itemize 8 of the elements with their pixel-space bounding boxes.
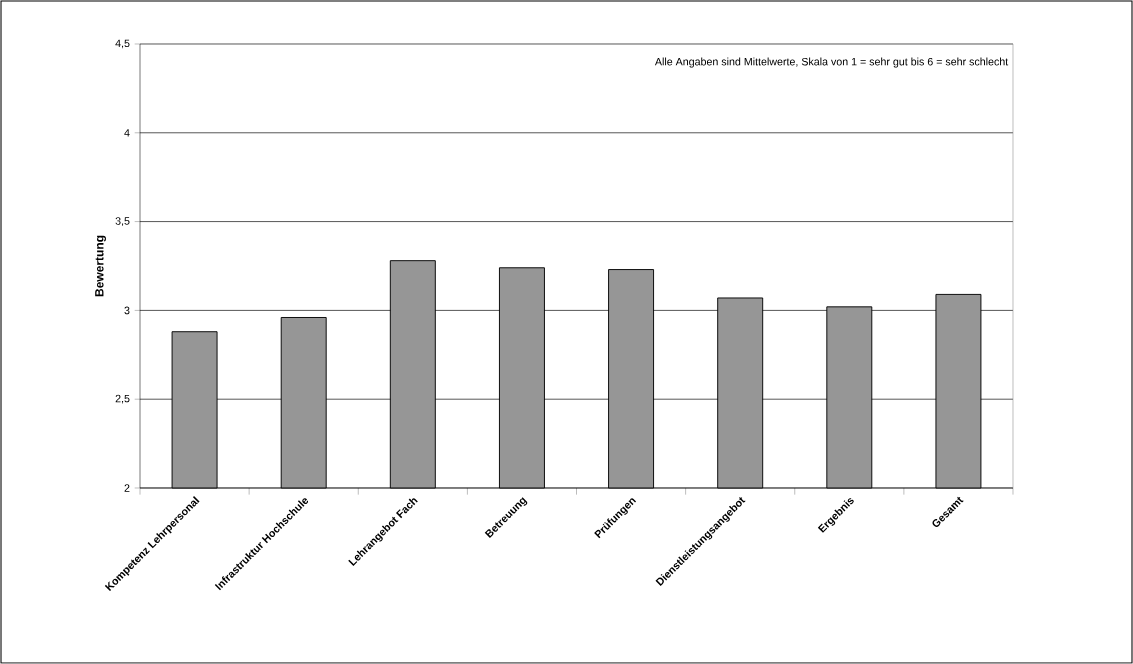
y-tick-label: 2 [124,484,130,492]
y-tick-label: 4 [124,129,130,137]
annotation: Alle Angaben sind Mittelwerte, Skala von 1 = sehr gut bis 6 = sehr schlecht [654,57,1009,68]
y-tick-label: 3,5 [115,217,130,226]
y-axis-title: Bewertung [95,235,106,297]
y-tick-label: 2,5 [115,394,130,404]
y-tick-label: 4,5 [115,39,130,49]
y-tick-label: 3 [124,306,130,315]
